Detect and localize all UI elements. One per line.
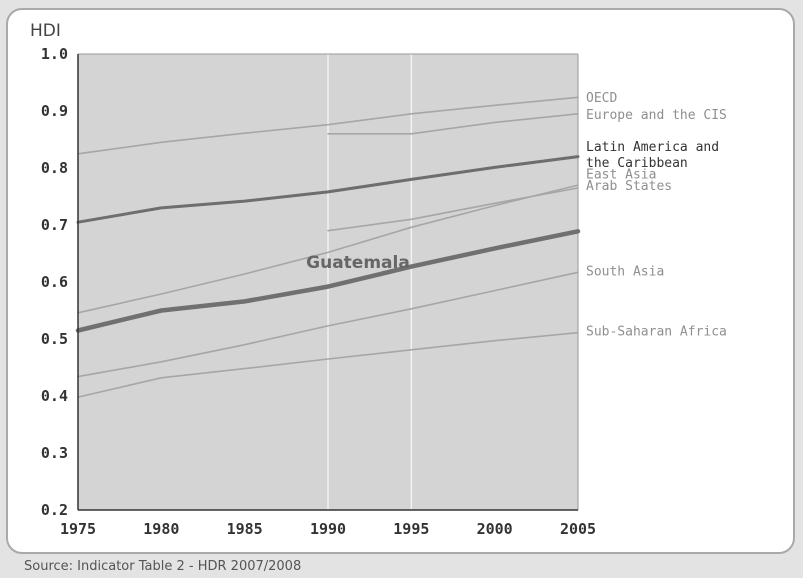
y-tick-label: 1.0 — [41, 45, 68, 63]
y-tick-label: 0.5 — [41, 330, 68, 348]
tick-labels: 0.2 0.3 0.4 0.5 0.6 0.7 0.8 0.9 1.0 1975 1980 1985 1… — [41, 45, 596, 538]
y-tick-label: 0.3 — [41, 444, 68, 462]
source-note: Source: Indicator Table 2 - HDR 2007/200… — [24, 559, 302, 574]
y-tick-label: 0.9 — [41, 102, 68, 120]
series-label: Europe and the CIS — [586, 108, 727, 123]
series-line-sub-saharan-africa — [77, 331, 579, 398]
series-line-europe-and-the-cis — [327, 113, 579, 135]
series-label: Sub-Saharan Africa — [586, 324, 727, 339]
x-tick-label: 1995 — [393, 520, 429, 538]
y-axis-label: HDI — [30, 21, 61, 41]
series-line-south-asia — [77, 271, 579, 378]
series-line-latin-america-and-the-caribbean — [76, 155, 580, 224]
x-tick-label: 1990 — [310, 520, 346, 538]
series-labels: OECD Europe and the CIS Latin America andt… — [306, 91, 727, 340]
series-line-guatemala — [75, 229, 581, 333]
x-tick-label: 2000 — [477, 520, 513, 538]
grid-lines — [78, 53, 579, 510]
series-label: OECD — [586, 91, 617, 106]
series-label-guatemala: Guatemala — [306, 253, 410, 273]
y-tick-label: 0.8 — [41, 159, 68, 177]
y-tick-label: 0.7 — [41, 216, 68, 234]
x-tick-label: 1985 — [227, 520, 263, 538]
series-line-east-asia — [77, 184, 579, 314]
x-tick-label: 2005 — [560, 520, 596, 538]
series-label: South Asia — [586, 265, 664, 280]
y-tick-label: 0.2 — [41, 501, 68, 519]
series-label: Latin America and — [586, 140, 719, 155]
x-tick-label: 1980 — [143, 520, 179, 538]
series-label: the Caribbean — [586, 156, 688, 171]
y-tick-label: 0.6 — [41, 273, 68, 291]
y-tick-label: 0.4 — [41, 387, 68, 405]
series-lines — [75, 96, 581, 398]
x-tick-label: 1975 — [60, 520, 96, 538]
series-line-arab-states — [327, 187, 579, 232]
series-label: East Asia — [586, 168, 656, 183]
series-label: Arab States — [586, 179, 672, 194]
series-line-oecd — [77, 96, 579, 155]
